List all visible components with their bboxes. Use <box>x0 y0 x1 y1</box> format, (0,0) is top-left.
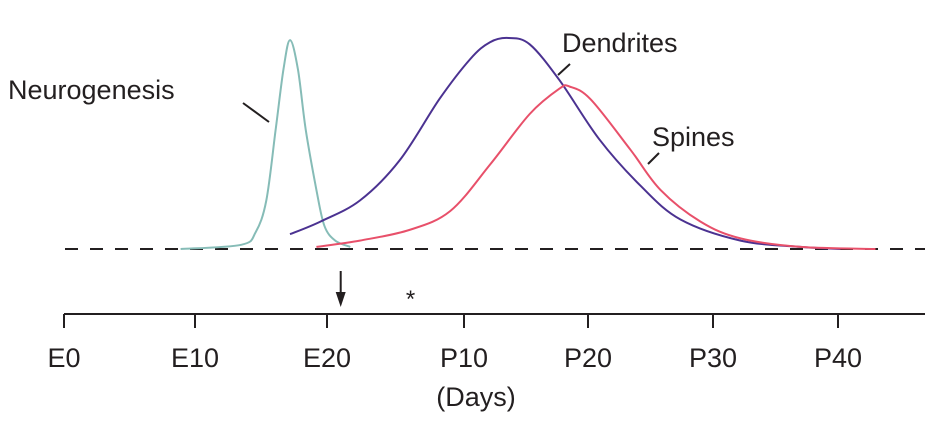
tick-label-e20: E20 <box>303 343 351 373</box>
tick-label-p20: P20 <box>564 343 612 373</box>
curve-dendrites <box>289 36 841 250</box>
tick-label-p10: P10 <box>440 343 488 373</box>
tick-label-e0: E0 <box>47 343 80 373</box>
curve-spines <box>316 84 876 250</box>
down-arrow-icon <box>335 271 346 307</box>
leader-line-neurogenesis <box>242 102 270 123</box>
x-axis-ticks: E0 E10 E20 P10 P20 P30 P40 <box>47 314 862 373</box>
asterisk-marker: * <box>406 286 415 313</box>
curve-neurogenesis <box>180 39 351 250</box>
label-neurogenesis: Neurogenesis <box>8 75 175 105</box>
x-axis-label: (Days) <box>436 382 516 412</box>
tick-label-p40: P40 <box>814 343 862 373</box>
label-dendrites: Dendrites <box>562 28 678 58</box>
leader-line-spines <box>647 152 660 165</box>
tick-label-p30: P30 <box>689 343 737 373</box>
label-spines: Spines <box>652 122 735 152</box>
curves-group <box>180 36 876 250</box>
tick-label-e10: E10 <box>171 343 219 373</box>
leader-line-dendrites <box>557 63 571 76</box>
